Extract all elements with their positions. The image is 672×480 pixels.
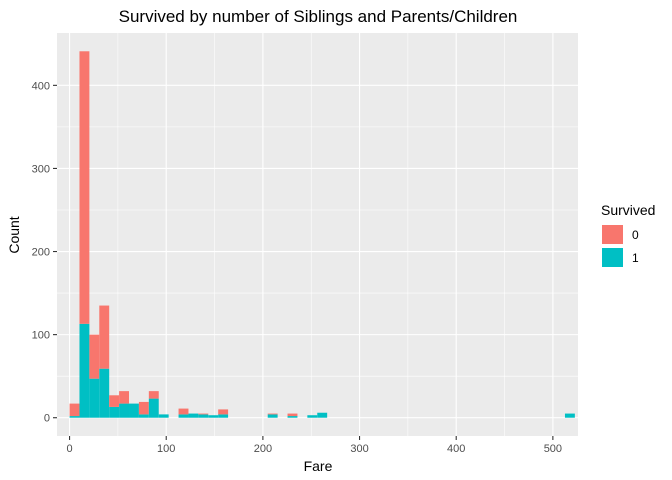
bar-survived-0	[287, 413, 298, 417]
y-axis-title: Count	[6, 216, 22, 253]
bar-survived-0	[178, 408, 189, 415]
bar-survived-1	[69, 416, 80, 418]
grid-lines	[57, 33, 578, 436]
legend: Survived 0 1	[601, 202, 655, 267]
y-tick-label: 200	[32, 247, 50, 259]
bar-survived-0	[99, 305, 110, 369]
legend-label-survived-0: 0	[632, 228, 639, 242]
legend-label-survived-1: 1	[632, 251, 639, 265]
bar-survived-1	[218, 414, 229, 418]
x-tick-label: 100	[157, 443, 175, 455]
bar-survived-1	[188, 413, 199, 418]
bar-survived-1	[564, 413, 575, 418]
bar-survived-0	[109, 395, 120, 407]
x-tick-label: 200	[254, 443, 272, 455]
bar-survived-0	[148, 391, 159, 399]
y-tick-label: 0	[44, 413, 50, 425]
y-tick-label: 300	[32, 163, 50, 175]
bar-survived-1	[198, 414, 209, 418]
bar-survived-1	[99, 368, 110, 418]
bar-survived-1	[119, 403, 130, 418]
legend-title: Survived	[601, 202, 655, 218]
bar-survived-1	[307, 415, 318, 418]
plot-panel	[57, 33, 578, 436]
y-tick-label: 400	[32, 80, 50, 92]
bar-survived-1	[317, 412, 328, 418]
bar-survived-1	[148, 398, 159, 418]
bar-survived-0	[138, 401, 149, 415]
bar-survived-1	[178, 414, 189, 418]
bar-survived-1	[287, 416, 298, 418]
x-tick-label: 0	[67, 443, 73, 455]
bar-survived-1	[109, 406, 120, 418]
bar-survived-1	[158, 414, 169, 418]
bar-survived-0	[79, 51, 90, 324]
bar-survived-1	[129, 403, 139, 418]
x-tick-label: 500	[544, 443, 562, 455]
chart-title: Survived by number of Siblings and Paren…	[119, 7, 518, 26]
bar-survived-0	[119, 391, 130, 404]
x-tick-label: 400	[447, 443, 465, 455]
bar-survived-1	[208, 415, 219, 418]
x-tick-label: 300	[350, 443, 368, 455]
bar-survived-0	[267, 413, 278, 415]
x-axis-title: Fare	[304, 458, 333, 474]
legend-key-survived-0	[602, 225, 623, 244]
y-tick-label: 100	[32, 330, 50, 342]
bar-survived-0	[218, 409, 229, 415]
legend-key-survived-1	[602, 248, 623, 267]
bar-survived-0	[198, 413, 209, 415]
bar-survived-1	[138, 414, 149, 418]
bar-survived-1	[79, 323, 90, 418]
bar-survived-1	[89, 378, 100, 418]
axes: 0 100 200 300 400 500 0 100 200 300 400	[32, 80, 562, 455]
bars	[69, 51, 575, 418]
bar-survived-0	[89, 334, 100, 379]
bar-survived-1	[267, 414, 278, 418]
bar-survived-0	[69, 403, 80, 417]
